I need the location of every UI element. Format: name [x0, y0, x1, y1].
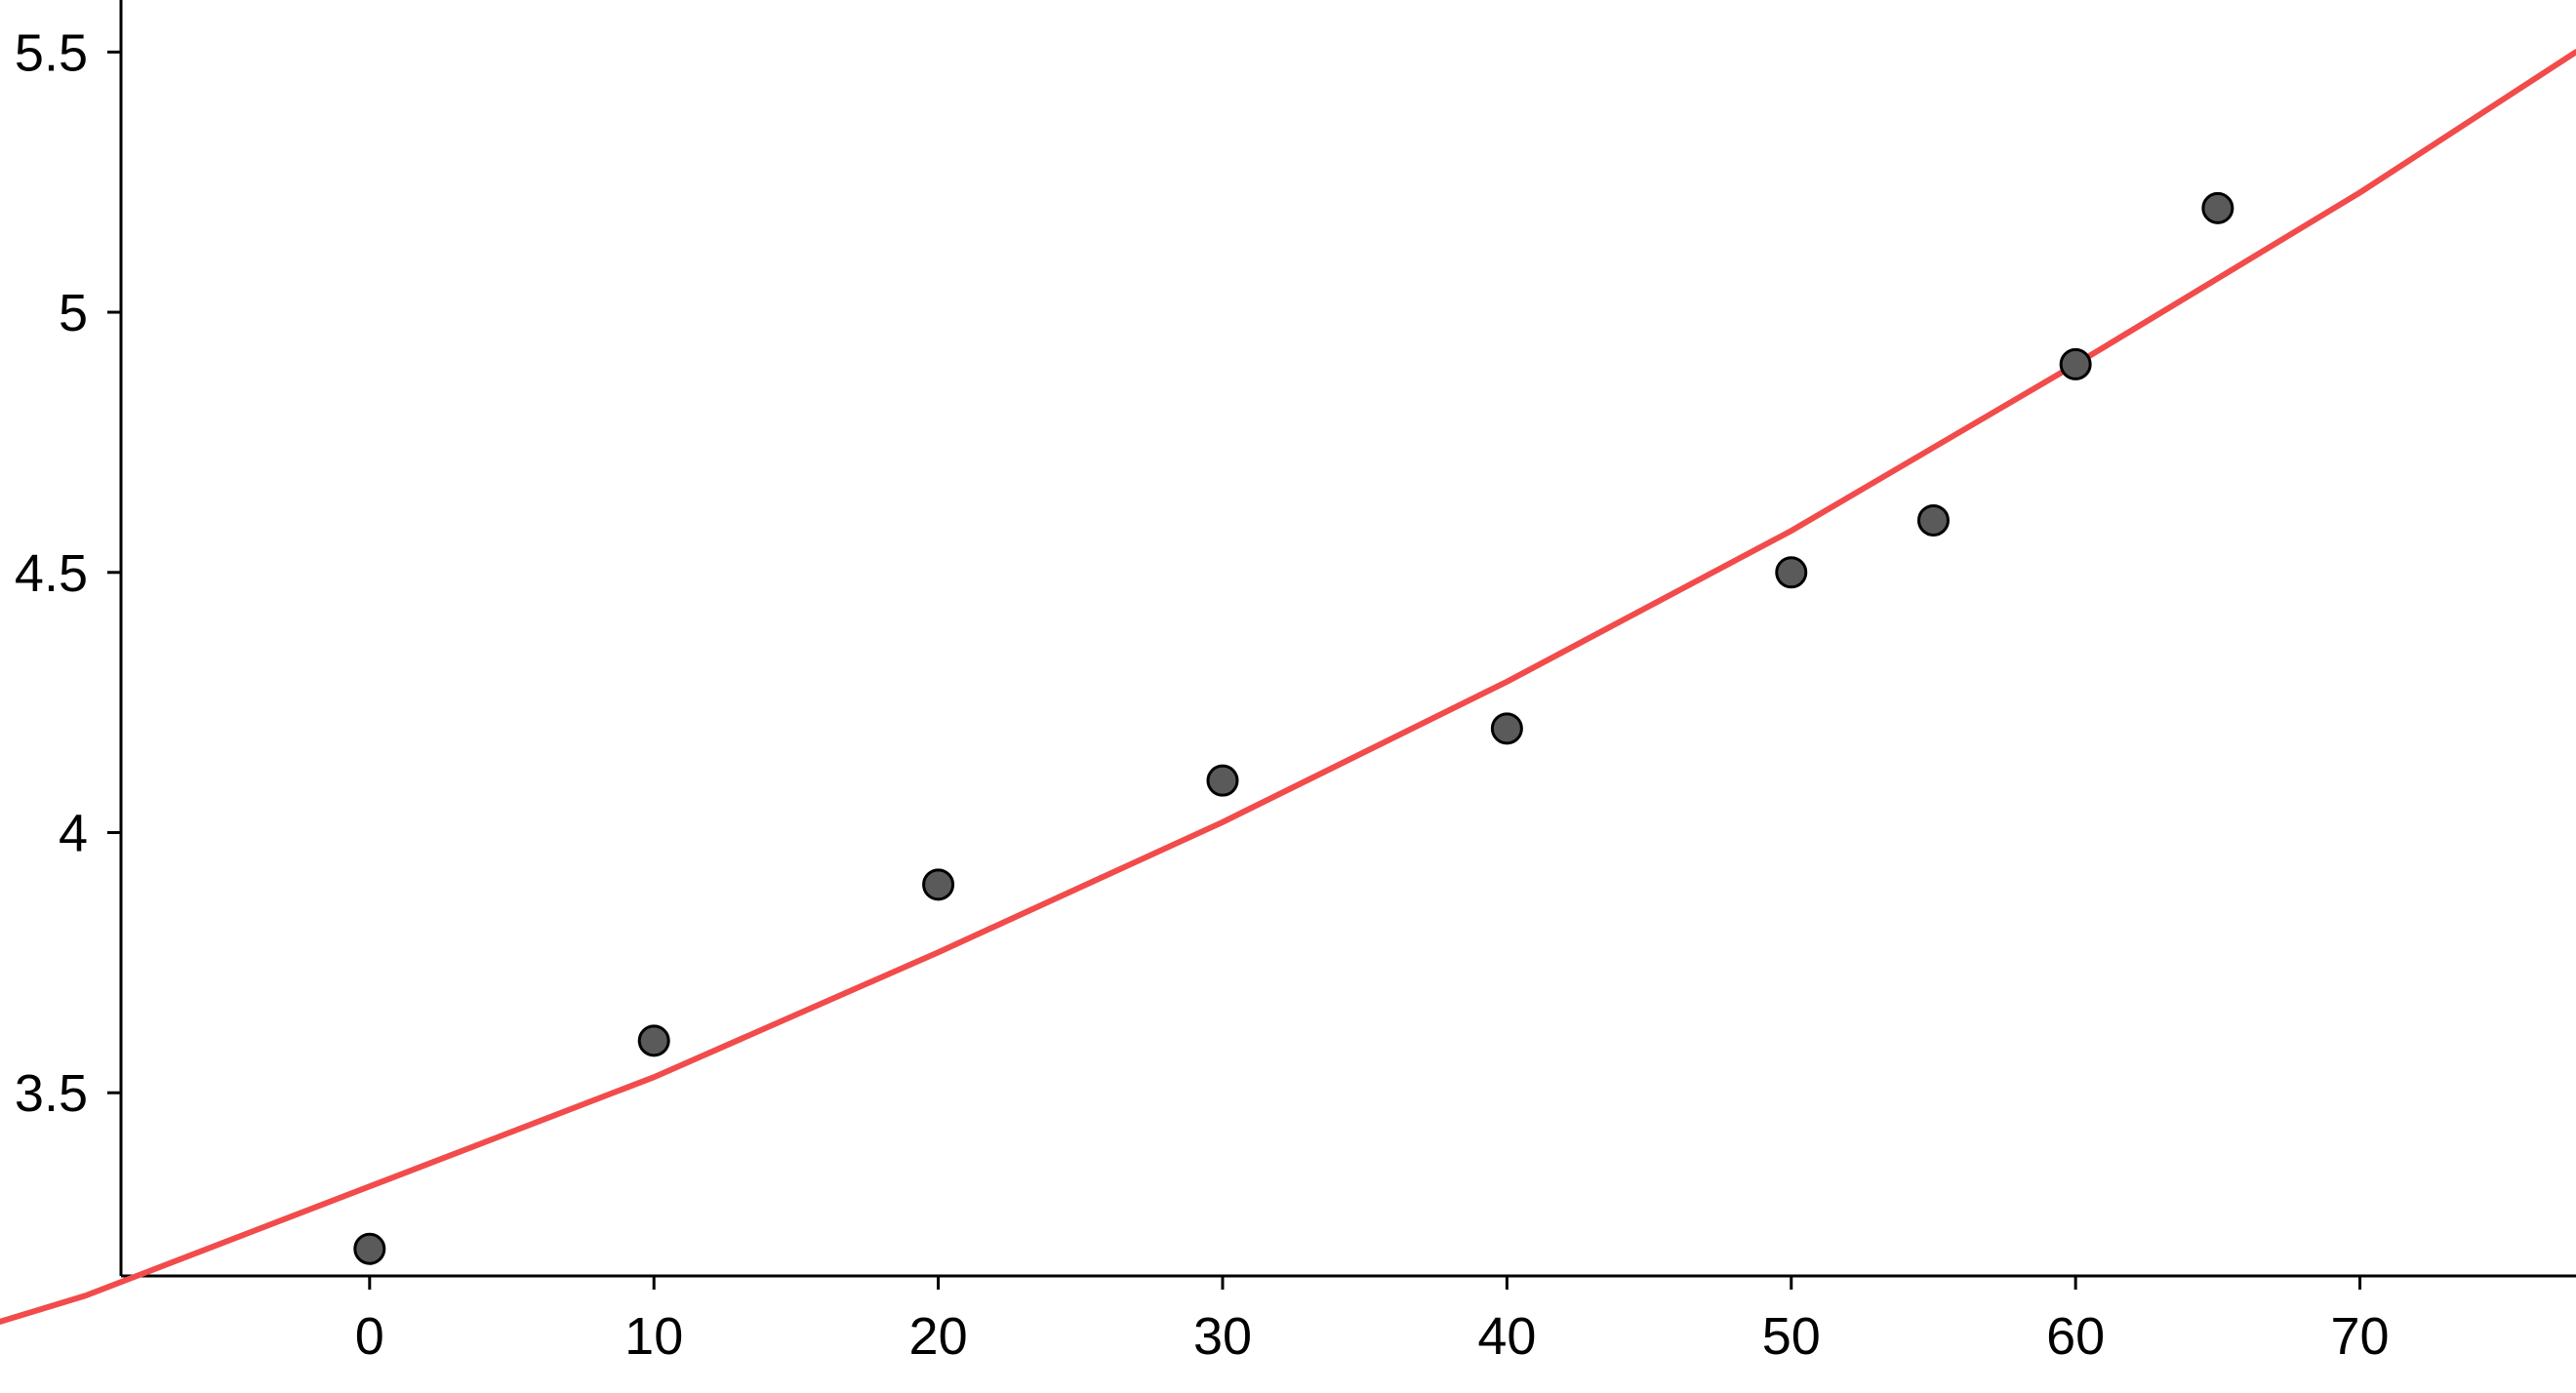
- x-tick-label: 50: [1762, 1307, 1821, 1366]
- data-points-layer: [353, 191, 2234, 1265]
- data-point: [637, 1024, 670, 1057]
- x-tick-label: 40: [1477, 1307, 1536, 1366]
- y-tick-label: 4.5: [15, 544, 88, 603]
- x-tick-label: 70: [2331, 1307, 2390, 1366]
- tick-labels-layer: 0 10 20 30 40 50 60 70 3.5 4 4.5 5 5.5: [15, 23, 2390, 1366]
- x-tick-label: 60: [2046, 1307, 2105, 1366]
- data-point: [1775, 556, 1808, 589]
- fit-curve-layer: [0, 49, 2576, 1325]
- data-point: [1916, 503, 1950, 537]
- y-tick-label: 4: [59, 805, 88, 863]
- data-point: [922, 868, 955, 901]
- axes: [107, 0, 2576, 1290]
- x-tick-label: 0: [355, 1307, 384, 1366]
- y-tick-label: 5: [59, 284, 88, 342]
- data-point: [353, 1232, 386, 1265]
- data-point: [1490, 712, 1523, 745]
- data-point: [2201, 191, 2234, 224]
- x-tick-label: 30: [1193, 1307, 1252, 1366]
- fit-curve-line: [0, 49, 2576, 1325]
- y-tick-label: 3.5: [15, 1064, 88, 1123]
- data-point: [2059, 347, 2092, 380]
- y-tick-label: 5.5: [15, 23, 88, 82]
- data-point: [1206, 764, 1239, 797]
- x-tick-label: 20: [909, 1307, 968, 1366]
- x-tick-label: 10: [624, 1307, 683, 1366]
